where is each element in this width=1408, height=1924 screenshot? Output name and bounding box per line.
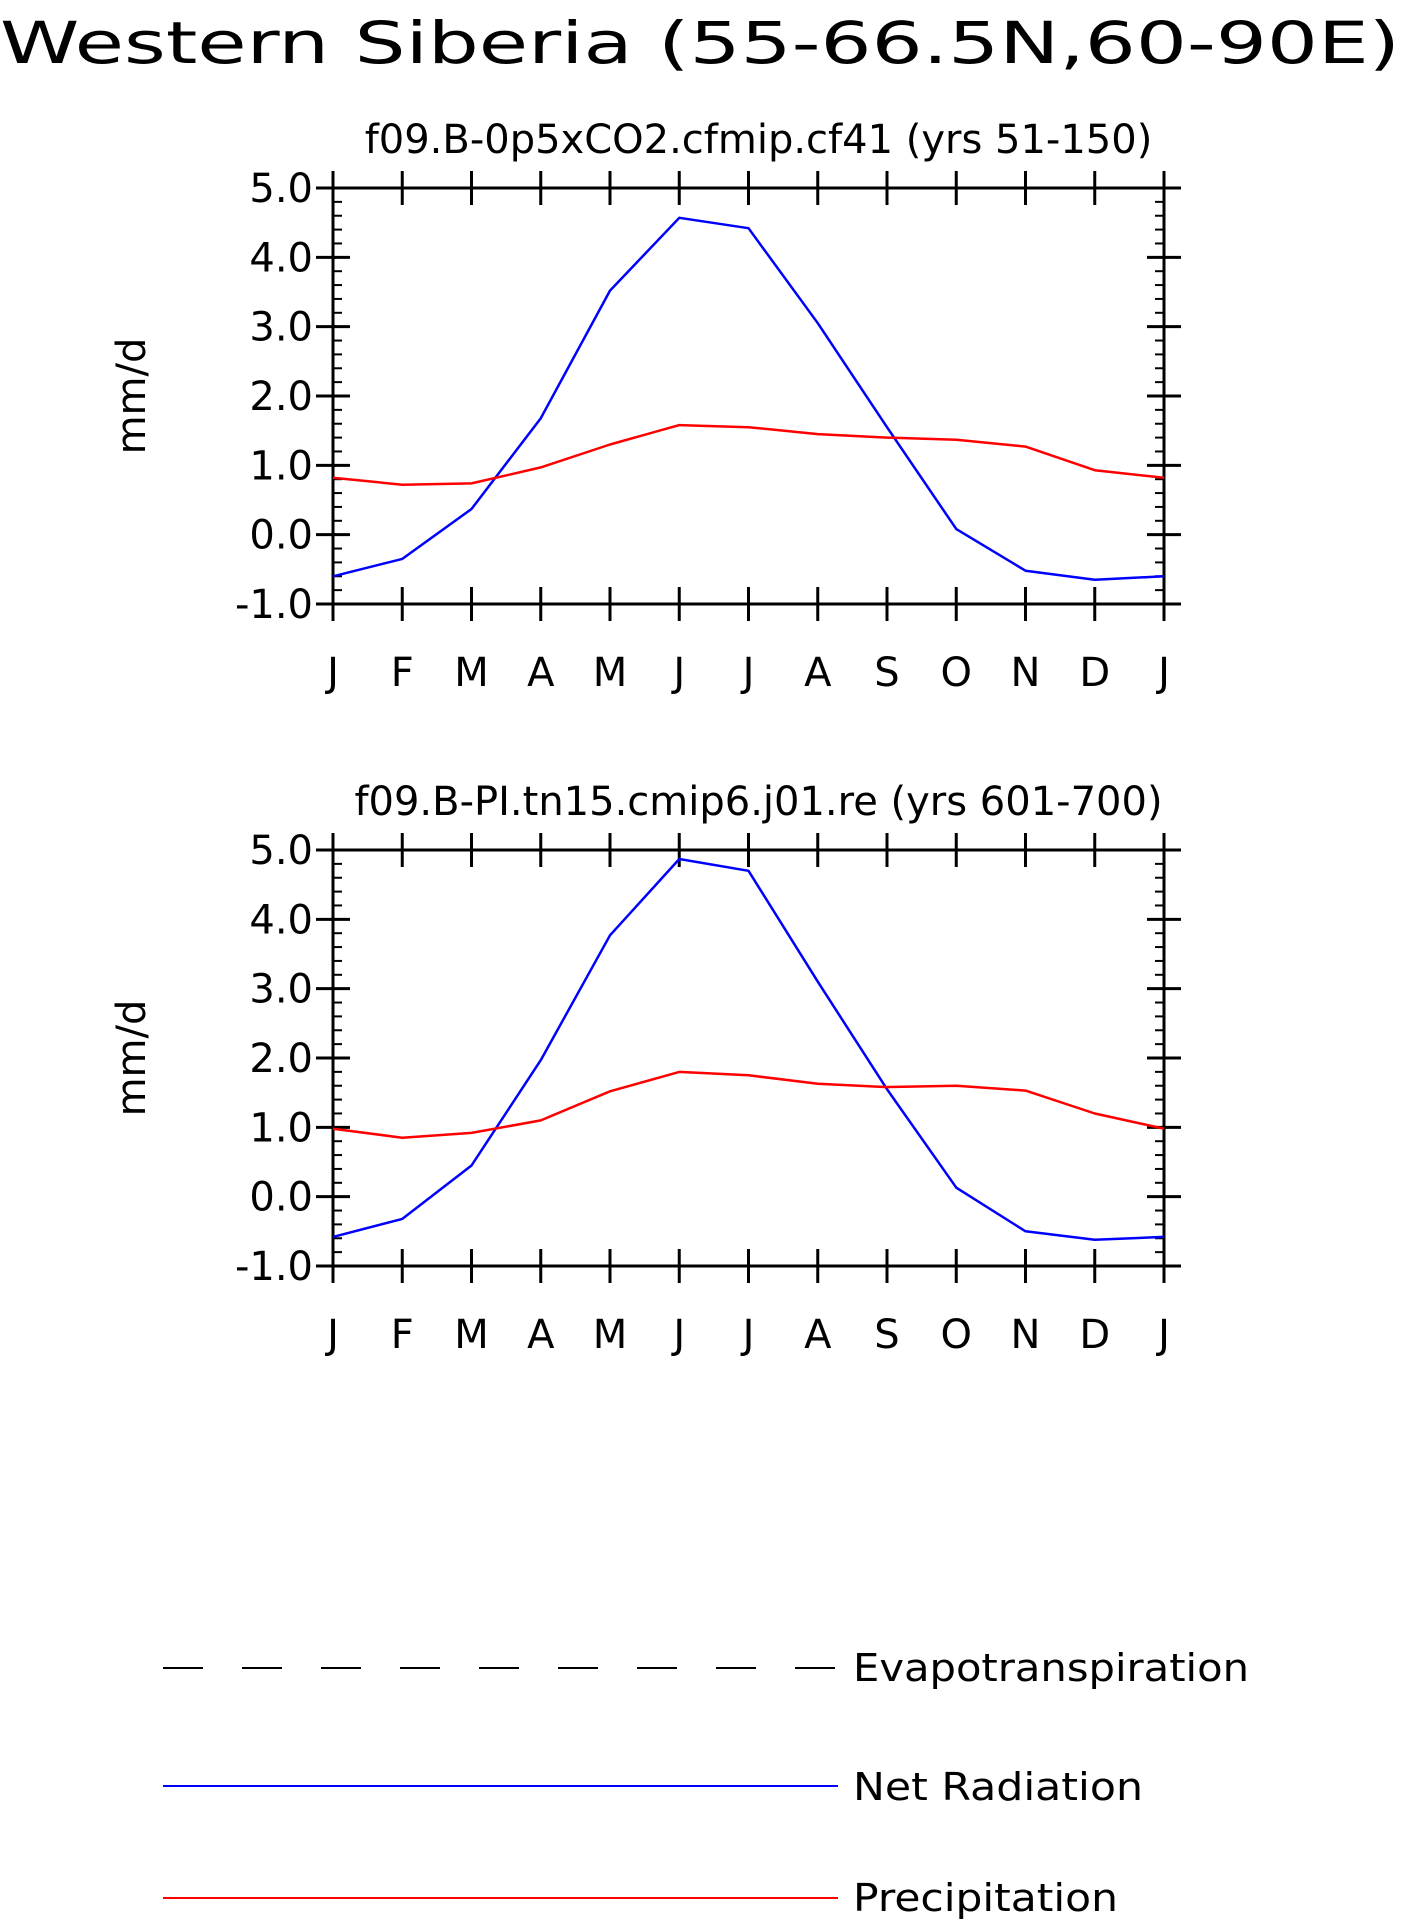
panel-title: f09.B-PI.tn15.cmip6.j01.re (yrs 601-700) <box>354 779 1162 825</box>
x-tick-label: S <box>874 1312 899 1358</box>
panel-title: f09.B-0p5xCO2.cfmip.cf41 (yrs 51-150) <box>365 117 1153 163</box>
x-tick-label: F <box>391 650 414 696</box>
x-tick-label: S <box>874 650 899 696</box>
panel-bottom: f09.B-PI.tn15.cmip6.j01.re (yrs 601-700)… <box>109 779 1181 1358</box>
legend-label-net-radiation: Net Radiation <box>853 1765 1143 1809</box>
x-tick-label: N <box>1011 650 1041 696</box>
y-tick-label: 1.0 <box>249 1105 313 1151</box>
x-tick-label: J <box>324 650 339 696</box>
y-axis-label: mm/d <box>109 338 155 455</box>
x-tick-label: A <box>804 1312 832 1358</box>
legend-label-evapotranspiration: Evapotranspiration <box>853 1646 1249 1690</box>
legend-label-precipitation: Precipitation <box>853 1876 1118 1920</box>
y-tick-label: 4.0 <box>249 235 313 281</box>
plot-frame <box>331 186 1166 606</box>
legend: Evapotranspiration Net Radiation Precipi… <box>163 1646 1249 1920</box>
series-line-net-radiation <box>332 216 1165 581</box>
y-tick-label: 0.0 <box>249 1175 313 1221</box>
x-tick-label: M <box>454 1312 489 1358</box>
x-tick-label: J <box>1155 650 1170 696</box>
series-line-precipitation <box>332 423 1165 486</box>
y-tick-label: 2.0 <box>249 1036 313 1082</box>
x-tick-label: M <box>593 1312 628 1358</box>
x-tick-label: A <box>527 650 555 696</box>
y-tick-label: 5.0 <box>249 166 313 212</box>
x-tick-label: J <box>670 650 685 696</box>
y-tick-label: 5.0 <box>249 828 313 874</box>
y-tick-label: 2.0 <box>249 374 313 420</box>
x-tick-label: J <box>324 1312 339 1358</box>
x-tick-label: J <box>740 650 755 696</box>
y-tick-label: 3.0 <box>249 967 313 1013</box>
x-tick-label: D <box>1079 650 1110 696</box>
x-tick-label: J <box>1155 1312 1170 1358</box>
y-tick-label: 3.0 <box>249 305 313 351</box>
x-tick-label: N <box>1011 1312 1041 1358</box>
y-tick-label: 1.0 <box>249 443 313 489</box>
x-tick-label: J <box>670 1312 685 1358</box>
x-tick-label: F <box>391 1312 414 1358</box>
series-line-precipitation <box>332 1070 1165 1139</box>
x-tick-label: M <box>593 650 628 696</box>
x-tick-label: O <box>941 1312 972 1358</box>
x-tick-label: A <box>527 1312 555 1358</box>
y-tick-label: 4.0 <box>249 897 313 943</box>
figure-title: Western Siberia (55-66.5N,60-90E) <box>0 9 1400 77</box>
plot-frame <box>331 848 1166 1268</box>
x-tick-label: A <box>804 650 832 696</box>
y-axis-label: mm/d <box>109 1000 155 1117</box>
x-tick-label: J <box>740 1312 755 1358</box>
series-line-net-radiation <box>332 857 1165 1241</box>
x-tick-label: D <box>1079 1312 1110 1358</box>
y-tick-label: -1.0 <box>235 1244 313 1290</box>
y-tick-label: 0.0 <box>249 513 313 559</box>
y-tick-label: -1.0 <box>235 582 313 628</box>
x-tick-label: O <box>941 650 972 696</box>
panel-top: f09.B-0p5xCO2.cfmip.cf41 (yrs 51-150) 5.0… <box>109 117 1181 696</box>
x-tick-label: M <box>454 650 489 696</box>
